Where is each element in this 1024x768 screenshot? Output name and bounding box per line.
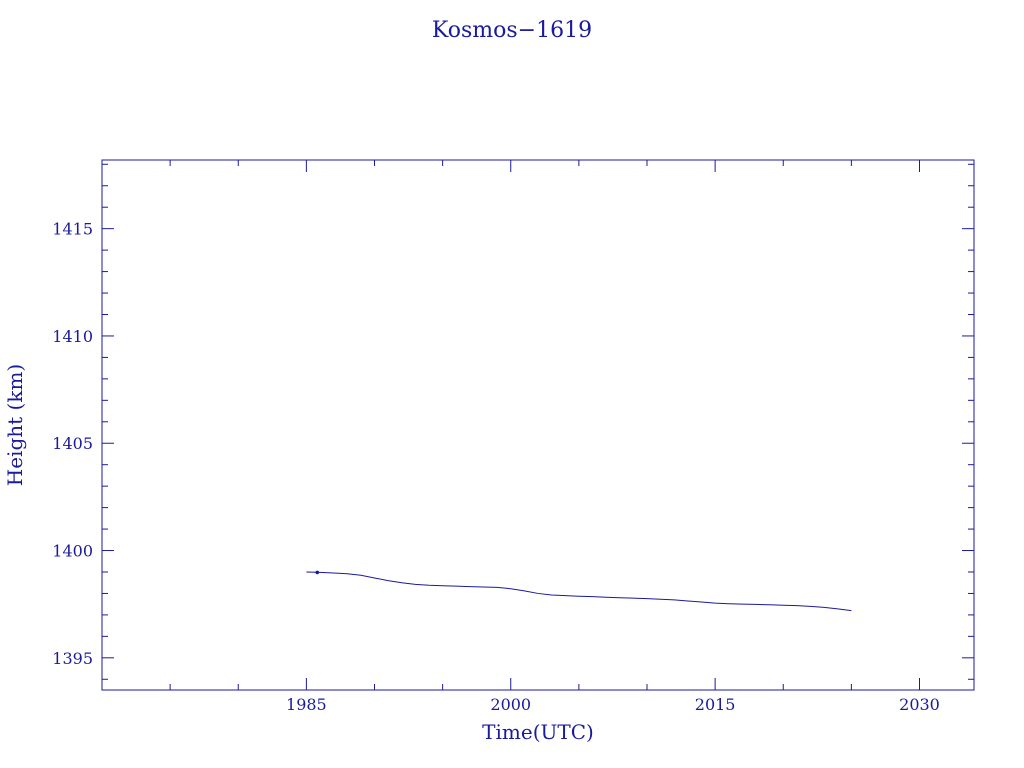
x-axis-label: Time(UTC) [482, 720, 594, 744]
y-tick-label: 1395 [52, 649, 93, 668]
y-tick-label: 1400 [52, 542, 93, 561]
y-tick-label: 1410 [52, 327, 93, 346]
series-line [306, 571, 852, 612]
x-axis-tick-labels: 1985 2000 2015 2030 [286, 695, 940, 714]
series-group [306, 570, 852, 612]
y-tick-label: 1405 [52, 434, 93, 453]
y-axis-ticks [102, 163, 974, 680]
plot-frame [101, 159, 975, 691]
x-axis-ticks [169, 160, 920, 690]
data-point-marker [315, 570, 320, 575]
x-tick-label: 2000 [490, 695, 531, 714]
chart-title: Kosmos−1619 [432, 18, 592, 43]
y-axis-label: Height (km) [3, 364, 27, 486]
x-tick-label: 2015 [695, 695, 736, 714]
x-tick-label: 2030 [899, 695, 940, 714]
x-tick-label: 1985 [286, 695, 327, 714]
y-axis-tick-labels: 1395 1400 1405 1410 1415 [52, 220, 93, 668]
y-tick-label: 1415 [52, 220, 93, 239]
